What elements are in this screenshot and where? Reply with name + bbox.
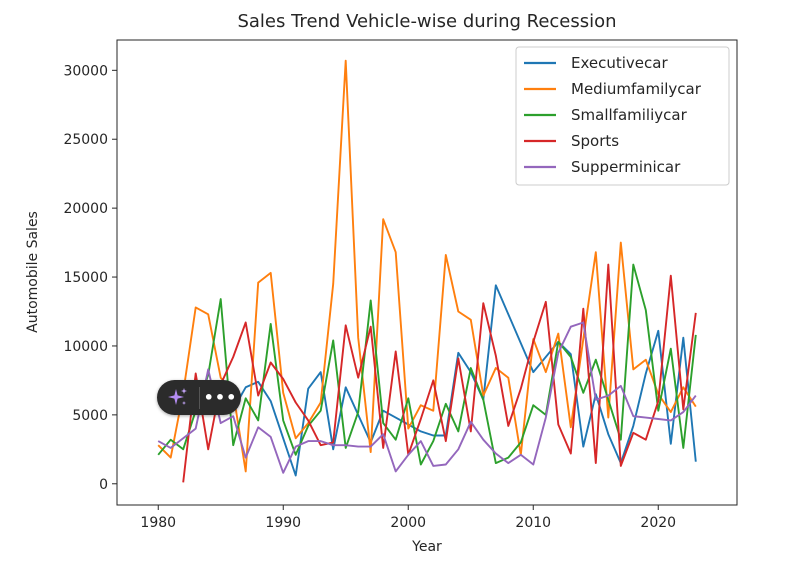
- legend-label: Executivecar: [571, 54, 668, 72]
- legend-label: Smallfamiliycar: [571, 106, 688, 124]
- legend: Executivecar Mediumfamilycar Smallfamiliyc…: [515, 46, 730, 186]
- x-axis-title: Year: [411, 539, 442, 555]
- y-axis-ticks: 0 5000 10000 15000 20000 25000 30000: [63, 63, 117, 493]
- floating-toolbar: •••: [157, 380, 241, 415]
- y-tick-label: 20000: [63, 201, 108, 217]
- legend-label: Mediumfamilycar: [571, 80, 702, 98]
- y-tick-label: 10000: [63, 339, 108, 355]
- x-axis-ticks: 1980 1990 2000 2010 2020: [140, 505, 676, 531]
- x-tick-label: 2010: [515, 515, 551, 531]
- y-axis-title: Automobile Sales: [25, 211, 41, 333]
- sparkle-icon: [168, 387, 187, 405]
- y-tick-label: 30000: [63, 63, 108, 79]
- x-tick-label: 1990: [265, 515, 301, 531]
- series-lines: [157, 59, 697, 483]
- x-tick-label: 1980: [140, 515, 176, 531]
- plot-frame: [116, 39, 738, 506]
- series-line-sports: [182, 263, 697, 483]
- legend-label: Sports: [571, 132, 619, 150]
- series-line-executivecar: [232, 284, 697, 477]
- y-tick-label: 15000: [63, 270, 108, 286]
- more-options-button[interactable]: •••: [203, 388, 238, 407]
- toolbar-divider: [199, 386, 200, 409]
- legend-label: Supperminicar: [571, 158, 681, 176]
- y-tick-label: 25000: [63, 132, 108, 148]
- y-tick-label: 0: [99, 477, 108, 493]
- series-line-supperminicar: [157, 321, 697, 474]
- sparkle-button[interactable]: [157, 380, 199, 415]
- x-tick-label: 2000: [390, 515, 426, 531]
- x-tick-label: 2020: [640, 515, 676, 531]
- y-tick-label: 5000: [72, 408, 108, 424]
- legend-box: [515, 46, 730, 186]
- chart-title: Sales Trend Vehicle-wise during Recessio…: [237, 11, 616, 32]
